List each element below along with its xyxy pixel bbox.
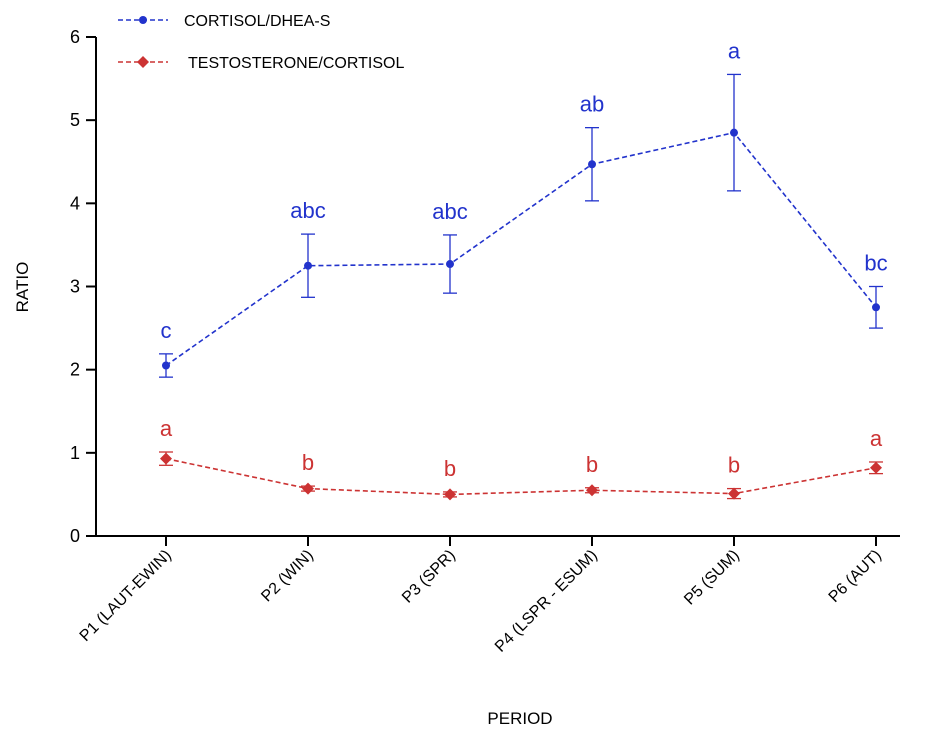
y-axis-title: RATIO (13, 262, 32, 313)
significance-label: a (160, 416, 173, 441)
series-line (165, 131, 877, 367)
data-point (872, 303, 880, 312)
x-tick-label: P4 (LSPR - ESUM) (492, 547, 601, 656)
significance-label: ab (580, 92, 604, 117)
data-point (304, 261, 312, 270)
legend-marker (139, 16, 147, 24)
data-point (302, 482, 314, 495)
y-tick-label: 5 (70, 110, 80, 130)
data-point (444, 488, 456, 501)
significance-label: c (161, 318, 172, 343)
y-tick-label: 1 (70, 443, 80, 463)
legend-item: CORTISOL/DHEA-S (118, 13, 330, 30)
significance-label: b (586, 452, 598, 477)
y-tick-label: 3 (70, 277, 80, 297)
series-2: a b b b b a (159, 416, 883, 501)
legend-label: CORTISOL/DHEA-S (184, 13, 330, 30)
y-tick-label: 2 (70, 360, 80, 380)
significance-label: abc (290, 198, 325, 223)
significance-label: bc (864, 251, 887, 276)
data-point (870, 461, 882, 474)
significance-label: a (870, 426, 883, 451)
x-tick-label: P2 (WIN) (258, 547, 317, 606)
data-point (730, 128, 738, 137)
legend: CORTISOL/DHEA-S TESTOSTERONE/CORTISOL (118, 13, 404, 72)
y-tick-label: 0 (70, 526, 80, 546)
y-tick-label: 4 (70, 193, 80, 213)
x-axis: P1 (LAUT-EWIN) P2 (WIN) P3 (SPR) P4 (LSPR -… (77, 535, 900, 656)
data-point (728, 487, 740, 500)
y-axis: 0 1 2 3 4 5 6 (70, 27, 97, 546)
x-tick-label: P3 (SPR) (399, 547, 459, 607)
data-point (446, 260, 454, 269)
series-line (165, 457, 877, 496)
significance-label: b (302, 450, 314, 475)
significance-label: a (728, 38, 741, 63)
significance-label: b (728, 453, 740, 478)
x-axis-title: PERIOD (487, 709, 552, 728)
data-point (586, 484, 598, 497)
significance-label: abc (432, 199, 467, 224)
data-point (588, 160, 596, 169)
data-point (162, 361, 170, 370)
y-tick-label: 6 (70, 27, 80, 47)
legend-item: TESTOSTERONE/CORTISOL (118, 55, 404, 72)
data-point (160, 452, 172, 465)
x-tick-label: P6 (AUT) (826, 547, 885, 606)
x-tick-label: P1 (LAUT-EWIN) (77, 547, 175, 645)
x-tick-label: P5 (SUM) (681, 547, 743, 609)
legend-marker (137, 56, 149, 68)
legend-label: TESTOSTERONE/CORTISOL (188, 55, 404, 72)
significance-label: b (444, 456, 456, 481)
